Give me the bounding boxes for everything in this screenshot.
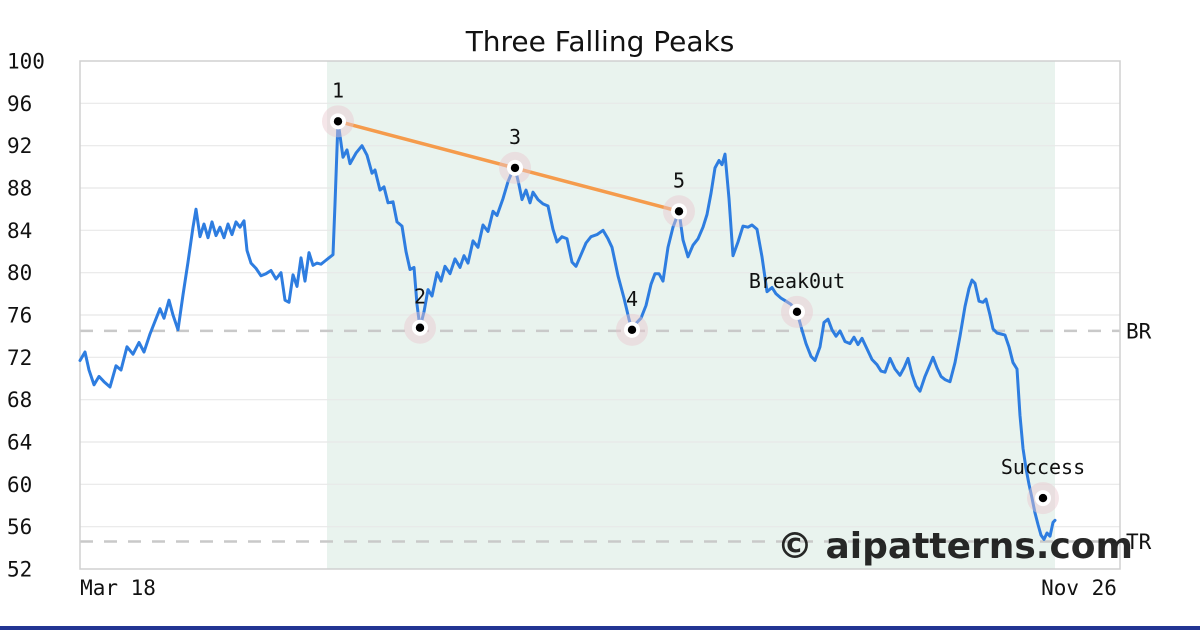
y-tick-label: 76 bbox=[7, 304, 32, 328]
marker-dot bbox=[1038, 493, 1048, 503]
marker-dot bbox=[510, 163, 520, 173]
marker-3 bbox=[499, 151, 531, 184]
annotation-labels-layer: BR TR 1 2 3 4 5 Break0ut Success bbox=[332, 78, 1152, 554]
marker-dot bbox=[792, 307, 802, 317]
y-tick-label: 64 bbox=[7, 431, 32, 455]
marker-label-3: 3 bbox=[509, 125, 521, 149]
level-label-br: BR bbox=[1126, 319, 1152, 343]
marker-label-4: 4 bbox=[626, 287, 638, 311]
y-tick-label: 56 bbox=[7, 515, 32, 539]
marker-break0ut bbox=[781, 295, 813, 328]
level-label-tr: TR bbox=[1126, 530, 1152, 554]
marker-dot bbox=[415, 323, 425, 332]
y-tick-label: 96 bbox=[7, 92, 32, 116]
marker-2 bbox=[404, 311, 436, 344]
y-tick-label: 72 bbox=[7, 346, 32, 370]
marker-dot bbox=[333, 117, 343, 126]
marker-4 bbox=[616, 313, 648, 346]
marker-1 bbox=[322, 105, 354, 138]
pattern-markers-layer bbox=[322, 105, 1059, 515]
y-tick-label: 68 bbox=[7, 388, 32, 412]
x-tick-end-date: Nov 26 bbox=[1041, 576, 1117, 600]
marker-label-2: 2 bbox=[414, 285, 426, 309]
x-tick-start-date: Mar 18 bbox=[80, 576, 156, 600]
y-axis-tick-labels: 100 96 92 88 84 80 76 72 68 64 60 56 52 bbox=[7, 50, 45, 582]
marker-label-5: 5 bbox=[673, 168, 685, 192]
bottom-bar bbox=[0, 626, 1200, 630]
y-tick-label: 80 bbox=[7, 261, 32, 285]
y-tick-label: 92 bbox=[7, 134, 32, 158]
marker-label-success: Success bbox=[1001, 455, 1085, 479]
marker-dot bbox=[674, 207, 684, 216]
y-tick-label: 88 bbox=[7, 177, 32, 201]
marker-label-1: 1 bbox=[332, 78, 344, 102]
level-lines-layer bbox=[80, 329, 1120, 543]
marker-5 bbox=[663, 195, 695, 228]
y-tick-label: 60 bbox=[7, 473, 32, 497]
marker-dot bbox=[627, 325, 637, 335]
price-line-layer bbox=[78, 119, 1057, 541]
y-tick-label: 84 bbox=[7, 219, 32, 243]
y-tick-label: 52 bbox=[7, 558, 32, 582]
marker-success bbox=[1027, 482, 1059, 515]
chart-title: Three Falling Peaks bbox=[465, 25, 735, 58]
plot-border bbox=[79, 60, 1121, 570]
gridline-layer bbox=[80, 102, 1120, 528]
marker-label-break0ut: Break0ut bbox=[749, 269, 845, 293]
y-tick-label: 100 bbox=[7, 50, 45, 74]
watermark: © aipatterns.com bbox=[777, 526, 1133, 567]
price-line bbox=[78, 119, 1057, 541]
